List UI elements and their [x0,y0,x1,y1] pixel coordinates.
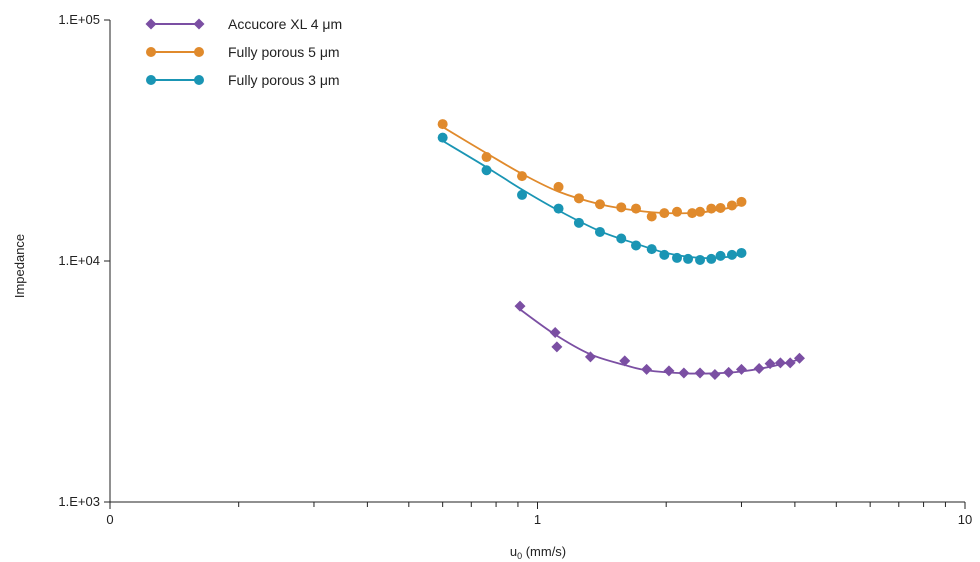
data-point [736,247,747,258]
data-point [594,226,605,237]
data-point [631,240,642,251]
data-point [517,171,528,182]
legend-marker [146,75,156,85]
series-fit-line [519,308,800,375]
data-point [551,341,563,353]
y-axis-label: Impedance [12,234,27,298]
data-point [672,252,683,263]
chart-legend: Accucore XL 4 μm Fully porous 5 μm Fully p… [145,16,342,88]
legend-marker [194,47,204,57]
data-point [784,357,796,369]
chart-axes: 0 1 10 1.E+03 1.E+04 1.E+05 [58,12,972,527]
data-point [553,203,564,214]
legend-label: Accucore XL 4 μm [228,16,342,32]
data-point [573,217,584,228]
data-point [663,365,675,377]
series-1 [437,119,747,222]
data-point [514,300,526,312]
data-point [715,202,726,213]
data-point [646,244,657,255]
data-point [553,181,564,192]
data-point [549,327,561,339]
data-point [631,203,642,214]
data-point [753,363,765,375]
data-point [695,206,706,217]
data-point [683,253,694,264]
chart-series [437,119,805,381]
data-point [641,363,653,375]
data-point [736,196,747,207]
data-point [672,206,683,217]
data-point [437,119,448,130]
data-point [687,208,698,219]
data-point [726,200,737,211]
data-point [659,249,670,260]
data-point [481,165,492,176]
data-point [594,199,605,210]
data-point [706,253,717,264]
series-0 [514,300,805,381]
legend-marker [193,18,205,30]
data-point [694,367,706,379]
data-point [726,249,737,260]
data-point [659,208,670,219]
data-point [584,351,596,363]
data-point [709,369,721,381]
x-axis-label: u0 (mm/s) [510,544,566,561]
x-axis-label-unit: (mm/s) [522,544,566,559]
data-point [715,250,726,261]
data-point [723,366,735,378]
x-tick-label: 0 [106,512,113,527]
x-axis-label-subscript: 0 [517,551,522,561]
legend-label: Fully porous 5 μm [228,44,340,60]
x-tick-label: 1 [534,512,541,527]
legend-marker [146,47,156,57]
data-point [646,211,657,222]
y-tick-label: 1.E+04 [58,253,100,268]
data-point [481,152,492,163]
legend-marker [194,75,204,85]
y-tick-label: 1.E+03 [58,494,100,509]
data-point [764,358,776,370]
data-point [616,233,627,244]
legend-label: Fully porous 3 μm [228,72,340,88]
data-point [678,367,690,379]
data-point [619,355,631,367]
data-point [695,254,706,265]
data-point [517,189,528,200]
data-point [706,203,717,214]
x-tick-label: 10 [958,512,972,527]
x-axis-label-main: u [510,544,517,559]
series-2 [437,132,747,265]
y-tick-label: 1.E+05 [58,12,100,27]
legend-marker [145,18,157,30]
data-point [437,132,448,143]
data-point [735,363,747,375]
data-point [573,193,584,204]
data-point [616,202,627,213]
data-point [774,357,786,369]
data-point [793,352,805,364]
